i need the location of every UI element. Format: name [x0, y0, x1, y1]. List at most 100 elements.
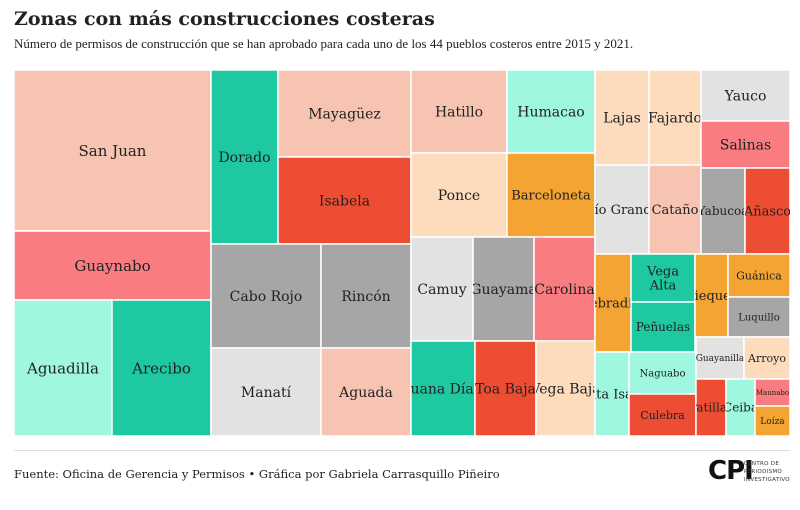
treemap-cell-mayaguez: Mayagüez — [277, 70, 412, 158]
treemap-cell-fajardo: Fajardo — [648, 70, 702, 166]
treemap-cell-naguabo: Naguabo — [628, 351, 697, 395]
treemap-cell-guanica: Guánica — [727, 253, 790, 298]
treemap-cell-maunabo: Maunabo — [754, 378, 790, 407]
treemap-label-manati: Manatí — [241, 385, 292, 401]
treemap-label-humacao: Humacao — [517, 104, 584, 120]
treemap-cell-humacao: Humacao — [506, 70, 596, 154]
treemap-rect-arecibo — [111, 299, 212, 436]
treemap-rect-yauco — [700, 70, 790, 122]
treemap-cell-dorado: Dorado — [210, 70, 279, 245]
treemap-cell-patillas: Patillas — [689, 378, 733, 436]
cpi-logo-text: CENTRO DE PERIODISMO INVESTIGATIVO — [744, 460, 790, 484]
treemap-rect-vega-alta — [630, 253, 696, 303]
treemap-cell-arecibo: Arecibo — [111, 299, 212, 436]
treemap-cell-juana-diaz: Juana Díaz — [403, 340, 481, 436]
treemap-rect-carolina — [533, 236, 596, 342]
treemap-rect-ceiba — [725, 378, 756, 436]
treemap-cell-luquillo: Luquillo — [727, 296, 790, 338]
treemap-rect-san-juan — [14, 70, 212, 232]
treemap-cell-anasco: Añasco — [744, 167, 790, 255]
treemap-rect-guaynabo — [14, 230, 212, 301]
treemap-cell-rio-grande: Río Grande — [585, 164, 660, 255]
treemap-cell-ponce: Ponce — [410, 152, 508, 238]
treemap-label-culebra: Culebra — [640, 409, 685, 422]
treemap-cell-culebra: Culebra — [628, 393, 697, 436]
treemap-label-toa-baja: Toa Baja — [475, 381, 536, 397]
treemap-label-vega-alta: Vega Alta — [646, 265, 679, 294]
treemap-rect-aguada — [320, 347, 412, 436]
treemap-cell-carolina: Carolina — [533, 236, 596, 342]
treemap-cell-manati: Manatí — [210, 347, 322, 436]
treemap-cell-vega-alta: Vega Alta — [630, 253, 696, 303]
treemap-label-aguada: Aguada — [338, 385, 393, 401]
treemap-rect-culebra — [628, 393, 697, 436]
treemap-chart: San Juan Guaynabo Aguadilla Arecibo Dorado Ma… — [14, 70, 790, 436]
treemap-label-guaynabo: Guaynabo — [74, 257, 150, 275]
treemap-rect-cabo-rojo — [210, 243, 322, 349]
treemap-label-rio-grande: Río Grande — [585, 203, 660, 218]
treemap-label-yabucoa: Yabucoa — [697, 204, 749, 218]
treemap-label-camuy: Camuy — [417, 282, 466, 298]
treemap-label-mayaguez: Mayagüez — [308, 106, 381, 122]
treemap-label-guayama: Guayama — [470, 282, 536, 298]
treemap-cell-isabela: Isabela — [277, 156, 412, 245]
cpi-logo-line1: CENTRO DE — [744, 461, 780, 467]
treemap-rect-vega-baja — [535, 340, 596, 436]
treemap-label-quebradillas: Quebradillas — [571, 297, 655, 312]
treemap-label-santa-isabel: Santa Isabel — [571, 388, 653, 403]
treemap-label-ponce: Ponce — [438, 188, 480, 204]
treemap-cell-toa-baja: Toa Baja — [474, 340, 537, 436]
treemap-rect-rio-grande — [594, 164, 650, 255]
treemap-label-arroyo: Arroyo — [747, 352, 786, 365]
treemap-label-san-juan: San Juan — [79, 142, 147, 160]
treemap-rect-yabucoa — [700, 167, 746, 255]
treemap-cell-catano: Cataño — [648, 164, 702, 255]
treemap-label-aguadilla: Aguadilla — [26, 359, 99, 377]
treemap-label-isabela: Isabela — [319, 193, 370, 209]
treemap-rect-guayanilla — [695, 336, 745, 380]
treemap-label-juana-diaz: Juana Díaz — [403, 381, 481, 397]
treemap-label-loiza: Loíza — [760, 416, 785, 427]
treemap-cell-cabo-rojo: Cabo Rojo — [210, 243, 322, 349]
treemap-label-barceloneta: Barceloneta — [511, 189, 591, 204]
treemap-rect-ponce — [410, 152, 508, 238]
treemap-label-salinas: Salinas — [720, 137, 771, 153]
cpi-logo-line3: INVESTIGATIVO — [744, 477, 790, 483]
cpi-logo: CPI CENTRO DE PERIODISMO INVESTIGATIVO — [708, 456, 792, 490]
cpi-logo-mark: CPI — [708, 456, 754, 486]
treemap-cell-san-juan: San Juan — [14, 70, 212, 232]
treemap-label-yauco: Yauco — [724, 88, 767, 104]
treemap-rect-juana-diaz — [410, 340, 476, 436]
treemap-label-luquillo: Luquillo — [738, 313, 780, 324]
cpi-logo-line2: PERIODISMO — [744, 469, 782, 475]
treemap-label-patillas: Patillas — [689, 401, 733, 415]
treemap-rect-patillas — [695, 378, 727, 436]
chart-subtitle: Número de permisos de construcción que s… — [14, 36, 634, 51]
treemap-rect-toa-baja — [474, 340, 537, 436]
treemap-rect-maunabo — [754, 378, 790, 407]
treemap-label-vega-baja: Vega Baja — [529, 381, 600, 397]
treemap-rect-rincon — [320, 243, 412, 349]
treemap-cell-camuy: Camuy — [410, 236, 474, 342]
treemap-label-maunabo: Maunabo — [756, 389, 789, 397]
treemap-label-fajardo: Fajardo — [648, 110, 702, 126]
treemap-cell-penuelas: Peñuelas — [630, 301, 696, 353]
treemap-label-lajas: Lajas — [603, 110, 641, 126]
treemap-cell-rincon: Rincón — [320, 243, 412, 349]
treemap-label-naguabo: Naguabo — [640, 369, 686, 380]
treemap-rect-penuelas — [630, 301, 696, 353]
treemap-cell-aguada: Aguada — [320, 347, 412, 436]
treemap-cell-guaynabo: Guaynabo — [14, 230, 212, 301]
treemap-rect-dorado — [210, 70, 279, 245]
treemap-cell-lajas: Lajas — [594, 70, 650, 166]
treemap-cell-quebradillas: Quebradillas — [571, 253, 655, 353]
treemap-cell-arroyo: Arroyo — [743, 336, 790, 380]
footer-divider — [14, 450, 790, 451]
treemap-label-penuelas: Peñuelas — [636, 320, 690, 334]
treemap-cell-barceloneta: Barceloneta — [506, 152, 596, 238]
treemap-label-catano: Cataño — [652, 203, 699, 218]
treemap-rect-aguadilla — [14, 299, 113, 436]
treemap-cell-guayanilla: Guayanilla — [695, 336, 745, 380]
treemap-label-rincon: Rincón — [341, 289, 390, 305]
treemap-rect-camuy — [410, 236, 474, 342]
